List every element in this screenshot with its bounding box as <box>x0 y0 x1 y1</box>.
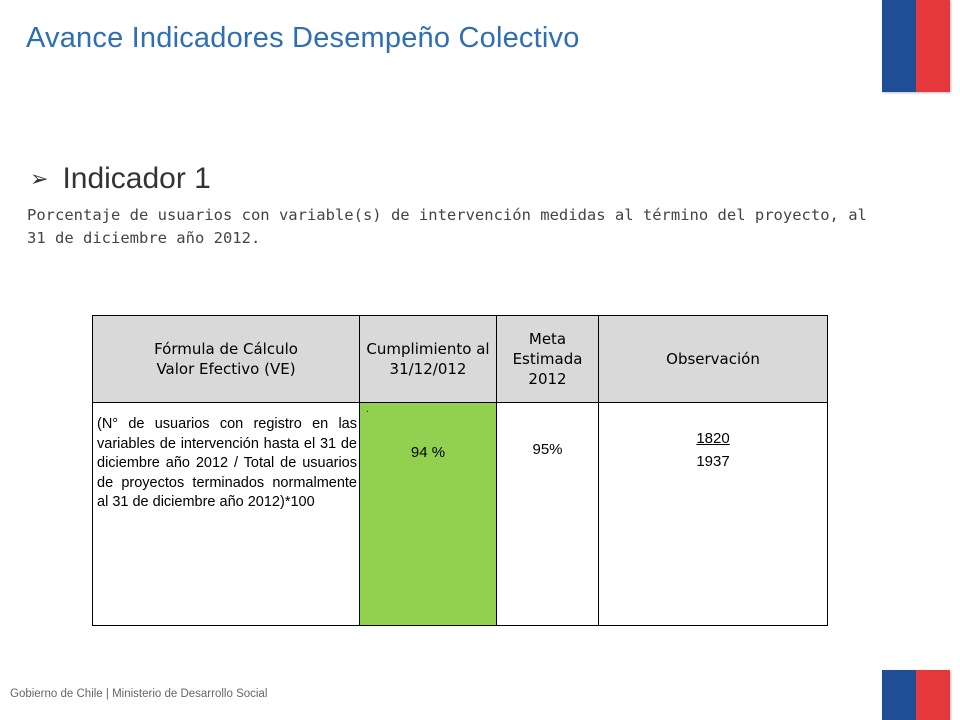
indicator-description: Porcentaje de usuarios con variable(s) d… <box>27 206 867 247</box>
header-formula: Fórmula de Cálculo Valor Efectivo (VE) <box>92 315 360 403</box>
observacion-numerator: 1820 <box>696 430 730 447</box>
cumplimiento-value: 94 % <box>410 444 446 461</box>
chile-flag-logo <box>882 0 950 92</box>
cell-cumplimiento: . 94 % <box>359 402 497 626</box>
slide-title: Avance Indicadores Desempeño Colectivo <box>26 22 580 54</box>
cell-meta: 95% <box>496 402 599 626</box>
flag-red-stripe <box>916 670 950 720</box>
header-cumplimiento: Cumplimiento al 31/12/012 <box>359 315 497 403</box>
indicator-heading: Indicador 1 <box>62 162 211 195</box>
arrow-bullet-icon: ➢ <box>30 166 49 191</box>
cumplimiento-marker: . <box>366 404 369 415</box>
table-header-row: Fórmula de Cálculo Valor Efectivo (VE) C… <box>92 315 828 403</box>
flag-blue-stripe <box>882 0 916 92</box>
observacion-fraction: 1820 1937 <box>599 403 827 473</box>
cell-observacion: 1820 1937 <box>598 402 828 626</box>
formula-text: (N° de usuarios con registro en las vari… <box>97 416 357 510</box>
header-observacion: Observación <box>598 315 828 403</box>
flag-red-stripe <box>916 0 950 92</box>
chile-flag-logo-footer <box>882 670 950 720</box>
flag-blue-stripe <box>882 670 916 720</box>
indicator-table: Fórmula de Cálculo Valor Efectivo (VE) C… <box>92 315 828 626</box>
footer-text: Gobierno de Chile | Ministerio de Desarr… <box>10 688 268 700</box>
observacion-denominator: 1937 <box>696 453 730 470</box>
cell-formula: (N° de usuarios con registro en las vari… <box>92 402 360 626</box>
meta-value: 95% <box>532 441 563 458</box>
header-meta: Meta Estimada 2012 <box>496 315 599 403</box>
table-row: (N° de usuarios con registro en las vari… <box>92 402 828 626</box>
indicator-heading-row: ➢ Indicador 1 <box>30 162 211 196</box>
